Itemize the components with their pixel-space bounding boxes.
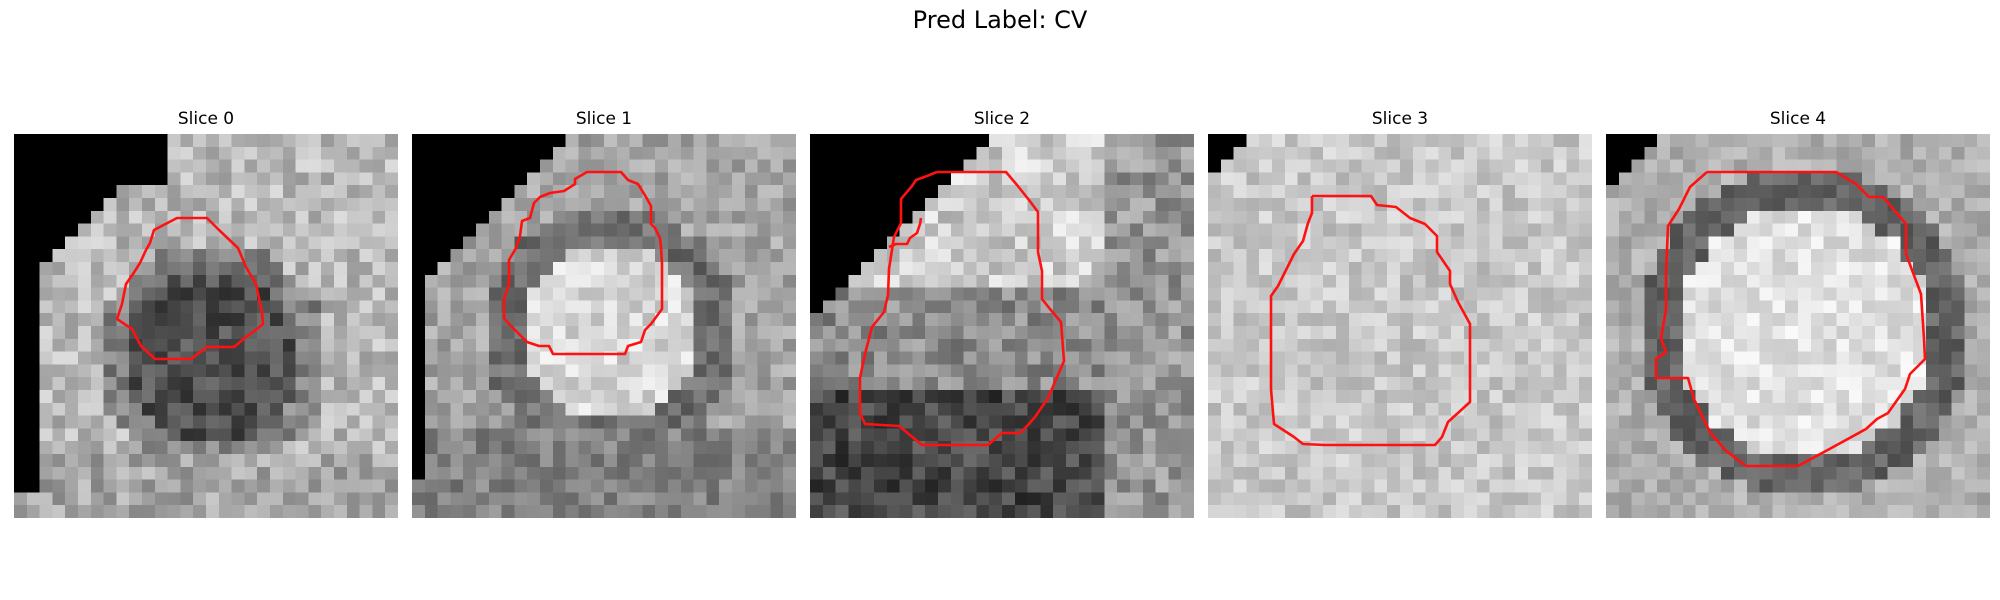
slice-image-1 (412, 134, 796, 518)
segmentation-contour-0 (115, 216, 265, 361)
slice-title-0: Slice 0 (177, 109, 235, 129)
slice-panel-0: Slice 0 (14, 104, 398, 518)
segmentation-contour-1 (502, 170, 664, 356)
slice-image-4 (1606, 134, 1990, 518)
slice-image-0 (14, 134, 398, 518)
slice-panel-4: Slice 4 (1606, 104, 1990, 518)
segmentation-contour-4 (1654, 170, 1927, 468)
segmentation-contour-2 (858, 170, 1066, 447)
slice-title-2: Slice 2 (973, 109, 1031, 129)
slice-title-1: Slice 1 (575, 109, 633, 129)
slice-title-3: Slice 3 (1371, 109, 1429, 129)
slice-panel-2: Slice 2 (810, 104, 1194, 518)
slice-panel-3: Slice 3 (1208, 104, 1592, 518)
slice-title-4: Slice 4 (1769, 109, 1827, 129)
segmentation-contour-3 (1269, 194, 1472, 447)
slice-panel-1: Slice 1 (412, 104, 796, 518)
figure-title: Pred Label: CV (912, 6, 1088, 34)
